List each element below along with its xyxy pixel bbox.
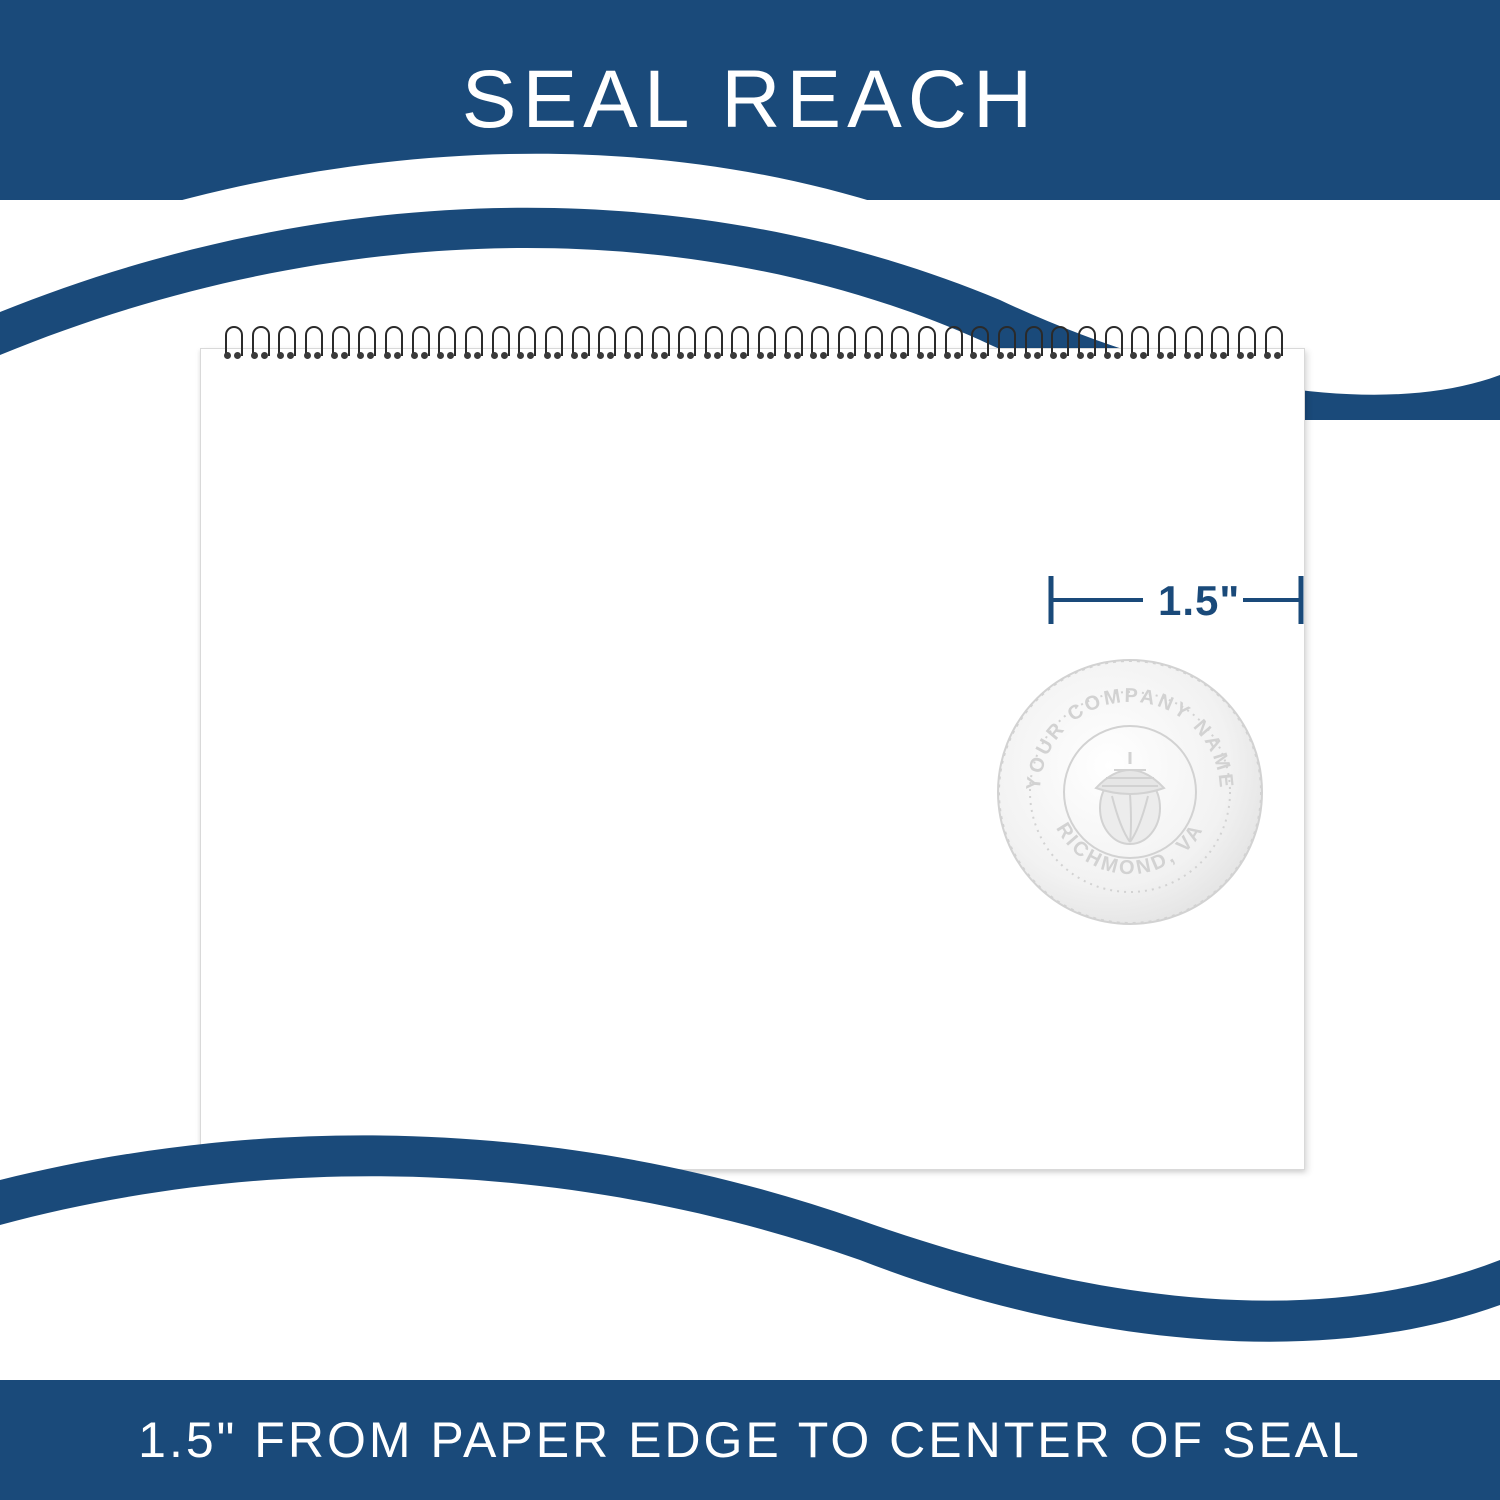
spiral-ring: [1262, 326, 1282, 364]
spiral-ring: [222, 326, 242, 364]
spiral-ring: [702, 326, 722, 364]
footer-text: 1.5" FROM PAPER EDGE TO CENTER OF SEAL: [138, 1411, 1362, 1469]
spiral-ring: [862, 326, 882, 364]
header-band: SEAL REACH: [0, 0, 1500, 200]
spiral-ring: [275, 326, 295, 364]
spiral-ring: [1102, 326, 1122, 364]
spiral-ring: [728, 326, 748, 364]
spiral-ring: [462, 326, 482, 364]
spiral-ring: [622, 326, 642, 364]
spiral-ring: [1208, 326, 1228, 364]
spiral-ring: [329, 326, 349, 364]
spiral-ring: [435, 326, 455, 364]
spiral-ring: [755, 326, 775, 364]
spiral-ring: [1048, 326, 1068, 364]
spiral-ring: [1128, 326, 1148, 364]
spiral-binding: [222, 326, 1282, 366]
spiral-ring: [409, 326, 429, 364]
spiral-ring: [808, 326, 828, 364]
spiral-ring: [249, 326, 269, 364]
spiral-ring: [595, 326, 615, 364]
measurement-label: 1.5": [1158, 577, 1240, 625]
spiral-ring: [569, 326, 589, 364]
spiral-ring: [382, 326, 402, 364]
spiral-ring: [1022, 326, 1042, 364]
header-title: SEAL REACH: [462, 53, 1038, 147]
spiral-ring: [1182, 326, 1202, 364]
spiral-ring: [915, 326, 935, 364]
spiral-ring: [1155, 326, 1175, 364]
spiral-ring: [649, 326, 669, 364]
footer-band: 1.5" FROM PAPER EDGE TO CENTER OF SEAL: [0, 1380, 1500, 1500]
spiral-ring: [1235, 326, 1255, 364]
spiral-ring: [675, 326, 695, 364]
spiral-ring: [995, 326, 1015, 364]
spiral-ring: [888, 326, 908, 364]
spiral-ring: [968, 326, 988, 364]
embossed-seal: YOUR COMPANY NAME RICHMOND, VA: [990, 652, 1270, 932]
spiral-ring: [302, 326, 322, 364]
spiral-ring: [835, 326, 855, 364]
reach-measurement: 1.5": [1048, 570, 1304, 630]
spiral-ring: [489, 326, 509, 364]
spiral-ring: [942, 326, 962, 364]
spiral-ring: [515, 326, 535, 364]
spiral-ring: [355, 326, 375, 364]
spiral-ring: [1075, 326, 1095, 364]
spiral-ring: [542, 326, 562, 364]
spiral-ring: [782, 326, 802, 364]
